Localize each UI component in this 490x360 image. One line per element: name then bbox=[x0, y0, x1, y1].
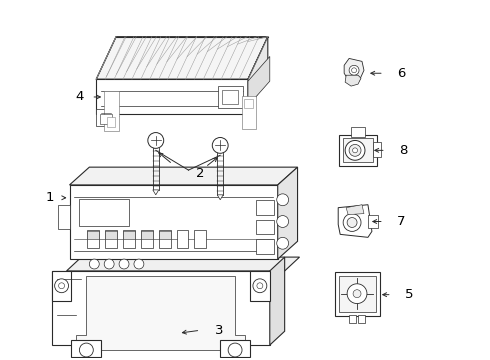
Circle shape bbox=[148, 132, 164, 148]
Polygon shape bbox=[70, 167, 297, 185]
Polygon shape bbox=[270, 257, 285, 345]
Circle shape bbox=[79, 343, 93, 357]
Bar bbox=[351, 127, 365, 136]
Text: 6: 6 bbox=[397, 67, 405, 80]
Polygon shape bbox=[67, 257, 299, 271]
Circle shape bbox=[89, 259, 99, 269]
Circle shape bbox=[104, 259, 114, 269]
Polygon shape bbox=[344, 58, 364, 81]
Text: 5: 5 bbox=[405, 288, 413, 301]
Polygon shape bbox=[250, 271, 270, 301]
Circle shape bbox=[343, 213, 361, 231]
Polygon shape bbox=[345, 75, 361, 86]
Circle shape bbox=[54, 279, 69, 293]
Polygon shape bbox=[220, 340, 250, 357]
Text: 2: 2 bbox=[196, 167, 205, 180]
Circle shape bbox=[212, 138, 228, 153]
Bar bbox=[105, 230, 117, 248]
Bar bbox=[373, 143, 381, 157]
Bar bbox=[159, 231, 171, 239]
Bar bbox=[368, 215, 378, 229]
Circle shape bbox=[277, 237, 289, 249]
Circle shape bbox=[352, 68, 357, 73]
Bar bbox=[349, 315, 356, 323]
Bar bbox=[256, 200, 274, 215]
Bar bbox=[100, 114, 112, 123]
Polygon shape bbox=[346, 205, 364, 215]
Text: 1: 1 bbox=[45, 191, 53, 204]
Circle shape bbox=[228, 343, 242, 357]
Text: 8: 8 bbox=[399, 144, 407, 157]
Bar bbox=[335, 272, 380, 316]
Bar bbox=[79, 199, 129, 226]
Circle shape bbox=[59, 283, 65, 289]
Polygon shape bbox=[51, 271, 270, 345]
Bar bbox=[123, 231, 135, 239]
Circle shape bbox=[253, 279, 267, 293]
Polygon shape bbox=[70, 185, 278, 259]
Bar bbox=[339, 135, 377, 166]
Polygon shape bbox=[96, 79, 248, 114]
Circle shape bbox=[277, 216, 289, 228]
Text: 7: 7 bbox=[397, 215, 405, 228]
Circle shape bbox=[353, 148, 358, 153]
Circle shape bbox=[347, 284, 367, 303]
Polygon shape bbox=[248, 37, 268, 114]
Circle shape bbox=[353, 290, 361, 298]
Bar bbox=[176, 230, 189, 248]
Circle shape bbox=[119, 259, 129, 269]
Bar bbox=[159, 230, 171, 248]
Bar bbox=[141, 230, 153, 248]
Text: 3: 3 bbox=[215, 324, 224, 337]
Polygon shape bbox=[58, 205, 70, 229]
Polygon shape bbox=[76, 276, 245, 350]
Circle shape bbox=[349, 66, 359, 75]
Circle shape bbox=[277, 194, 289, 206]
Bar bbox=[358, 315, 365, 323]
Circle shape bbox=[345, 140, 365, 160]
Polygon shape bbox=[96, 109, 116, 126]
Bar bbox=[141, 231, 153, 239]
Circle shape bbox=[134, 259, 144, 269]
Bar bbox=[87, 231, 99, 239]
Bar bbox=[343, 139, 373, 162]
Polygon shape bbox=[278, 167, 297, 259]
Polygon shape bbox=[338, 205, 372, 237]
Bar bbox=[256, 220, 274, 234]
Bar bbox=[107, 117, 115, 127]
Bar bbox=[339, 276, 376, 312]
Circle shape bbox=[349, 144, 361, 156]
Polygon shape bbox=[72, 340, 101, 357]
Bar bbox=[105, 231, 117, 239]
Polygon shape bbox=[217, 195, 223, 200]
Bar bbox=[222, 90, 238, 104]
Polygon shape bbox=[96, 37, 268, 79]
Text: 4: 4 bbox=[75, 90, 83, 103]
Polygon shape bbox=[51, 271, 72, 301]
Polygon shape bbox=[104, 91, 119, 131]
Bar bbox=[87, 230, 99, 248]
Polygon shape bbox=[248, 57, 270, 106]
Circle shape bbox=[347, 217, 357, 228]
Polygon shape bbox=[153, 190, 159, 195]
Bar bbox=[218, 86, 243, 108]
Bar bbox=[256, 239, 274, 254]
Circle shape bbox=[257, 283, 263, 289]
Bar bbox=[123, 230, 135, 248]
Polygon shape bbox=[242, 96, 256, 129]
Bar bbox=[244, 99, 253, 108]
Bar bbox=[195, 230, 206, 248]
